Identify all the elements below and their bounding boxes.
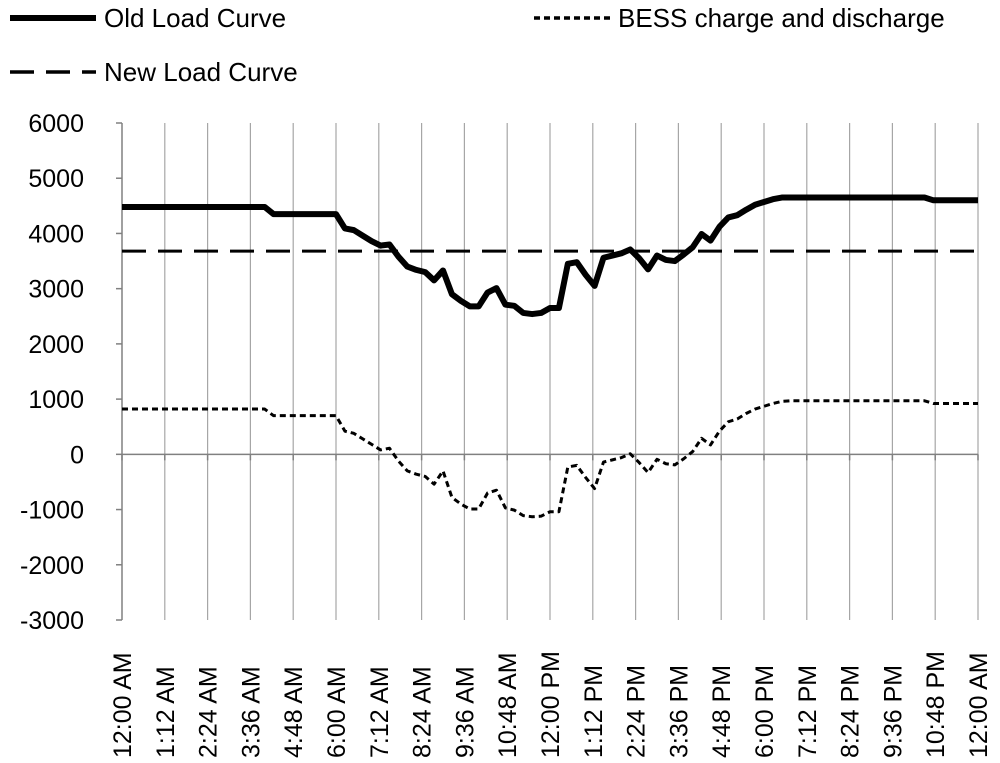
x-tick-label: 10:48 PM — [922, 651, 950, 758]
x-tick-label: 4:48 AM — [280, 666, 308, 758]
x-tick-label: 4:48 PM — [708, 665, 736, 758]
y-tick-label: 4000 — [28, 220, 84, 248]
x-tick-label: 7:12 PM — [794, 665, 822, 758]
x-tick-label: 12:00 AM — [965, 652, 993, 758]
x-tick-label: 10:48 AM — [494, 652, 522, 758]
series-layer — [122, 194, 978, 519]
y-tick-label: 5000 — [28, 165, 84, 193]
x-tick-label: 1:12 PM — [580, 665, 608, 758]
y-tick-label: 0 — [70, 441, 84, 469]
x-tick-label: 1:12 AM — [152, 666, 180, 758]
chart-legend: Old Load Curve BESS charge and discharge… — [10, 3, 945, 87]
x-tick-label: 6:00 AM — [323, 666, 351, 758]
x-tick-label: 3:36 PM — [665, 665, 693, 758]
x-tick-label: 9:36 AM — [451, 666, 479, 758]
y-tick-label: -3000 — [20, 607, 84, 635]
x-tick-label: 8:24 AM — [409, 666, 437, 758]
x-tick-label: 12:00 PM — [537, 651, 565, 758]
legend-label-bess: BESS charge and discharge — [618, 3, 945, 33]
y-tick-label: 3000 — [28, 276, 84, 304]
chart-axes — [116, 122, 979, 621]
y-tick-label: 6000 — [28, 110, 84, 138]
series-line-old-load-curve — [122, 194, 978, 318]
legend-label-old-load: Old Load Curve — [104, 3, 286, 33]
legend-entry-old-load: Old Load Curve — [10, 3, 286, 33]
y-tick-label: -2000 — [20, 552, 84, 580]
legend-entry-bess: BESS charge and discharge — [534, 3, 945, 33]
legend-entry-new-load: New Load Curve — [10, 57, 298, 87]
x-tick-label: 7:12 AM — [366, 666, 394, 758]
x-tick-label: 9:36 PM — [879, 665, 907, 758]
x-tick-label: 8:24 PM — [837, 665, 865, 758]
x-tick-label: 2:24 PM — [623, 665, 651, 758]
y-tick-label: -1000 — [20, 497, 84, 525]
y-tick-label: 1000 — [28, 386, 84, 414]
y-axis-tick-labels: 6000 5000 4000 3000 2000 1000 0 -1000 -2000 -3000 — [20, 110, 84, 635]
legend-label-new-load: New Load Curve — [104, 57, 298, 87]
x-tick-label: 6:00 PM — [751, 665, 779, 758]
vertical-gridlines — [164, 123, 979, 620]
series-line-bess-charge-and-discharge — [122, 399, 978, 519]
x-tick-label: 3:36 AM — [237, 666, 265, 758]
y-tick-label: 2000 — [28, 331, 84, 359]
x-axis-tick-labels: 12:00 AM 1:12 AM 2:24 AM 3:36 AM 4:48 AM 6:00… — [109, 651, 993, 758]
x-tick-label: 2:24 AM — [195, 666, 223, 758]
x-tick-label: 12:00 AM — [109, 652, 137, 758]
